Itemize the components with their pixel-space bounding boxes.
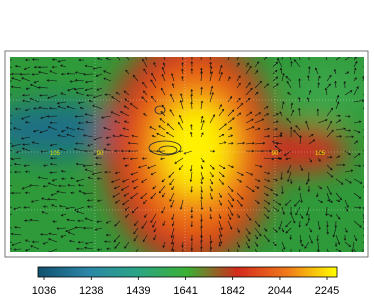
map-label: 105 [50, 151, 61, 157]
wind-arrow-head [369, 245, 371, 247]
wind-arrow-head [368, 170, 370, 172]
colorbar-tick-label: 1238 [79, 285, 103, 297]
map-label: 90 [272, 151, 279, 157]
colorbar-tick-label: 1036 [32, 285, 56, 297]
map-label: 105 [315, 151, 326, 157]
map-label: 90 [97, 151, 104, 157]
map-field [0, 35, 372, 265]
colorbar-tick-label: 1842 [220, 285, 244, 297]
colorbar-tick-label: 2044 [268, 285, 292, 297]
colorbar-tick-label: 1439 [126, 285, 150, 297]
colorbar [38, 267, 337, 277]
wind-arrow-head [369, 238, 371, 240]
colorbar-tick-label: 2245 [315, 285, 339, 297]
wind-arrow-head [370, 128, 372, 130]
wind-arrow-head [369, 148, 371, 150]
colorbar-tick-label: 1641 [173, 285, 197, 297]
